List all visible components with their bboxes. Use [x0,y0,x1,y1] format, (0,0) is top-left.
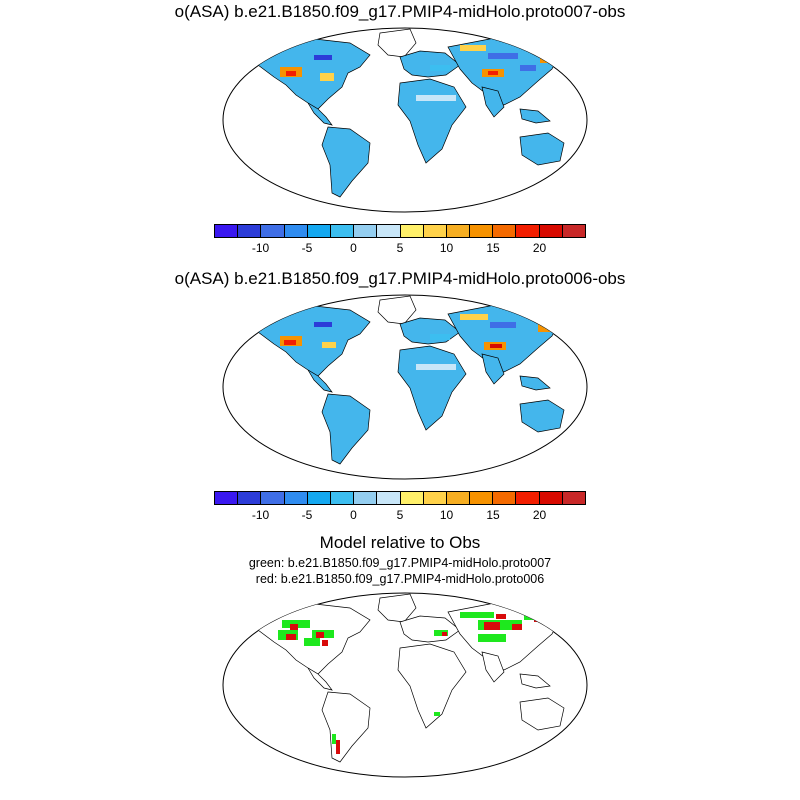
red-marker [290,624,298,630]
colorbar-swatch [215,225,239,237]
india [481,86,505,118]
australia [519,132,565,166]
colorbar-tick-label: 15 [486,508,500,522]
panel-1-map [220,25,590,215]
colorbar-tick-label: 0 [350,508,357,522]
colorbar-tick-label: 5 [396,241,404,255]
colorbar-swatch [354,492,378,504]
colorbar-swatch [400,492,424,504]
panel-2-title: o(ASA) b.e21.B1850.f09_g17.PMIP4-midHolo… [174,269,626,288]
colorbar-swatch [539,492,563,504]
colorbar-swatch [354,225,378,237]
colorbar-swatch [377,225,401,237]
world-map-2 [222,294,588,480]
north-america [257,38,371,110]
colorbar-tick-label: 20 [532,241,547,255]
red-marker [336,740,340,754]
colorbar-swatch [516,492,540,504]
colorbar-swatch [377,492,401,504]
colorbar-swatch [539,225,563,237]
green-marker [332,734,336,744]
comparison-legend-green: green: b.e21.B1850.f09_g17.PMIP4-midHolo… [248,556,552,570]
colorbar-tick-label: -10 [251,241,270,255]
colorbar-swatch [562,492,585,504]
red-marker [484,622,500,630]
red-marker [496,614,506,619]
colorbar-swatch [284,492,308,504]
central-america [307,102,333,126]
colorbar-tick-label: -10 [251,508,270,522]
colorbar-tick-label: -5 [301,241,313,255]
green-marker [478,634,506,642]
green-marker [434,630,448,636]
colorbar-tick-label: 0 [350,241,357,255]
colorbar-swatch [562,225,585,237]
panel-3-map [220,590,590,780]
red-marker [286,634,296,640]
south-america [321,126,371,198]
colorbar-swatch [423,225,447,237]
red-marker [512,624,522,630]
colorbar-swatch [493,225,517,237]
colorbar-swatch [470,492,494,504]
colorbar-swatch [307,225,331,237]
colorbar-swatch [423,492,447,504]
colorbar-swatch [261,225,285,237]
green-marker [460,612,494,618]
colorbar-swatch [400,225,424,237]
colorbar-swatch [215,492,239,504]
colorbar-swatch [307,492,331,504]
colorbar-tick-label: 10 [439,508,454,522]
colorbar-2 [214,491,586,505]
colorbar-tick-label: 15 [486,241,500,255]
world-map-1 [222,27,588,213]
colorbar-swatch [470,225,494,237]
colorbar-tick-label: 5 [396,508,404,522]
colorbar-swatch [493,492,517,504]
colorbar-swatch [261,492,285,504]
colorbar-2-ticks: -10 -5 0 5 10 15 20 [214,508,586,524]
red-marker [322,640,328,646]
colorbar-tick-label: 20 [532,508,547,522]
colorbar-swatch [330,225,355,237]
colorbar-swatch [284,225,308,237]
colorbar-1 [214,224,586,238]
comparison-legend-red: red: b.e21.B1850.f09_g17.PMIP4-midHolo.p… [255,572,545,586]
colorbar-tick-label: -5 [301,508,313,522]
colorbar-swatch [516,225,540,237]
green-marker [434,712,440,716]
panel-1-title: o(ASA) b.e21.B1850.f09_g17.PMIP4-midHolo… [174,2,626,21]
colorbar-swatch [446,225,471,237]
se-asia [519,108,551,124]
world-map-3 [222,592,588,778]
colorbar-swatch [330,492,355,504]
green-marker [524,610,544,620]
colorbar-1-ticks: -10 -5 0 5 10 15 20 [214,241,586,257]
colorbar-tick-label: 10 [439,241,454,255]
comparison-title: Model relative to Obs [319,533,481,552]
colorbar-swatch [446,492,471,504]
red-marker [316,632,324,638]
green-marker [304,638,320,646]
red-marker [442,632,447,636]
colorbar-swatch [238,492,262,504]
colorbar-swatch [238,225,262,237]
panel-2-map [220,292,590,482]
